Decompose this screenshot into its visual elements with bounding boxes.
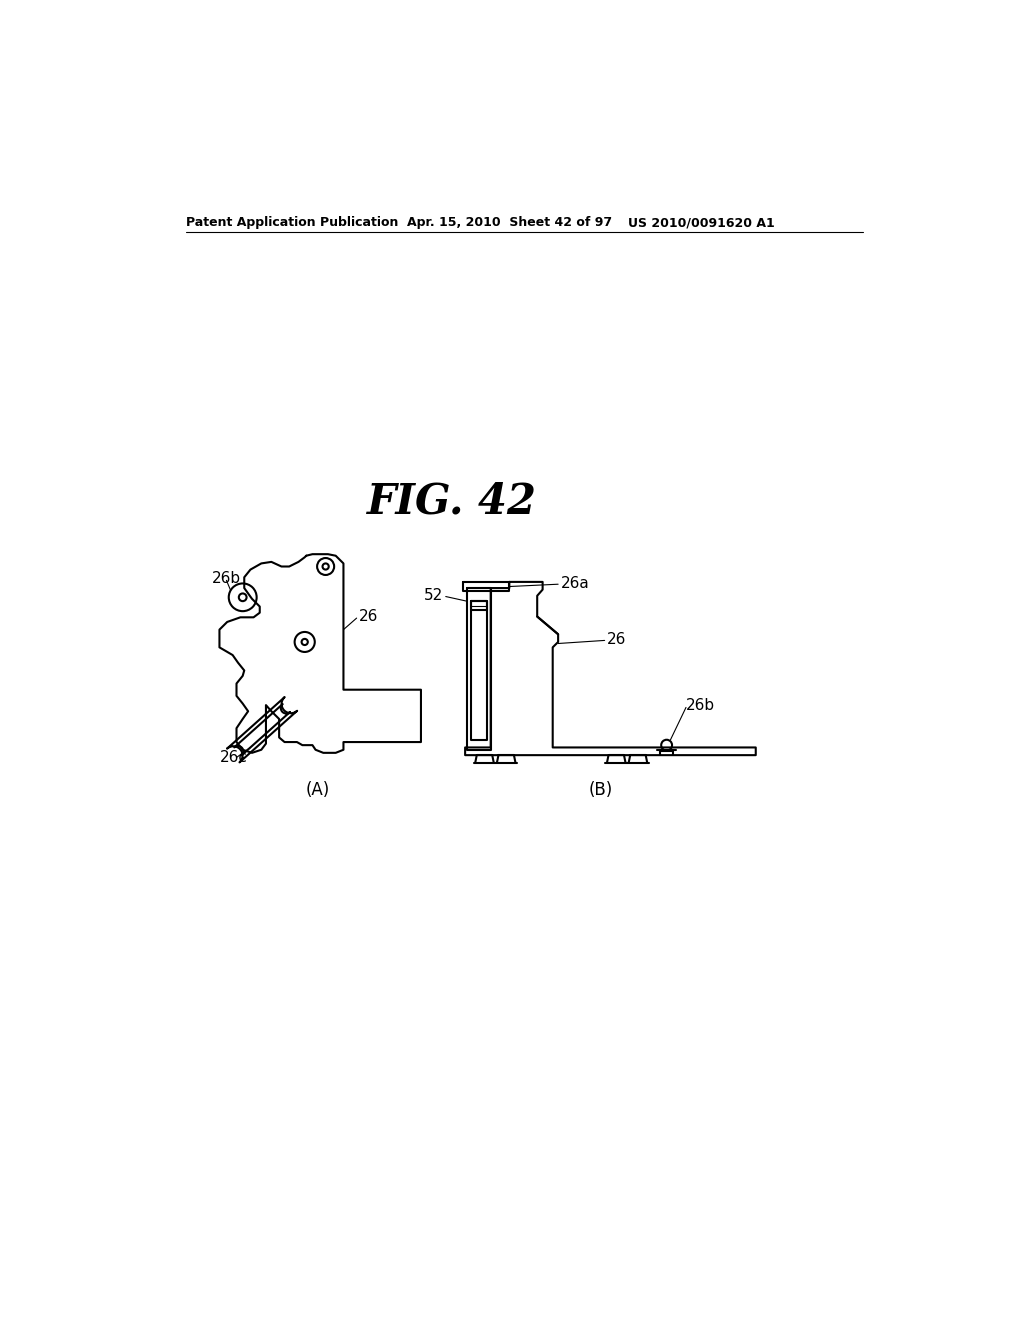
Circle shape [302,639,308,645]
Text: (A): (A) [306,780,330,799]
Text: 52: 52 [423,589,442,603]
Text: 26b: 26b [212,570,241,586]
Text: 26b: 26b [686,697,715,713]
Circle shape [323,564,329,570]
Text: 26: 26 [359,609,378,624]
Text: Apr. 15, 2010  Sheet 42 of 97: Apr. 15, 2010 Sheet 42 of 97 [407,216,612,230]
Text: US 2010/0091620 A1: US 2010/0091620 A1 [628,216,774,230]
Text: FIG. 42: FIG. 42 [367,480,537,523]
Text: Patent Application Publication: Patent Application Publication [186,216,398,230]
Text: 26c: 26c [219,750,248,766]
Circle shape [239,594,247,601]
Text: 26a: 26a [560,576,589,591]
Text: 26: 26 [607,632,627,647]
Text: (B): (B) [589,780,613,799]
